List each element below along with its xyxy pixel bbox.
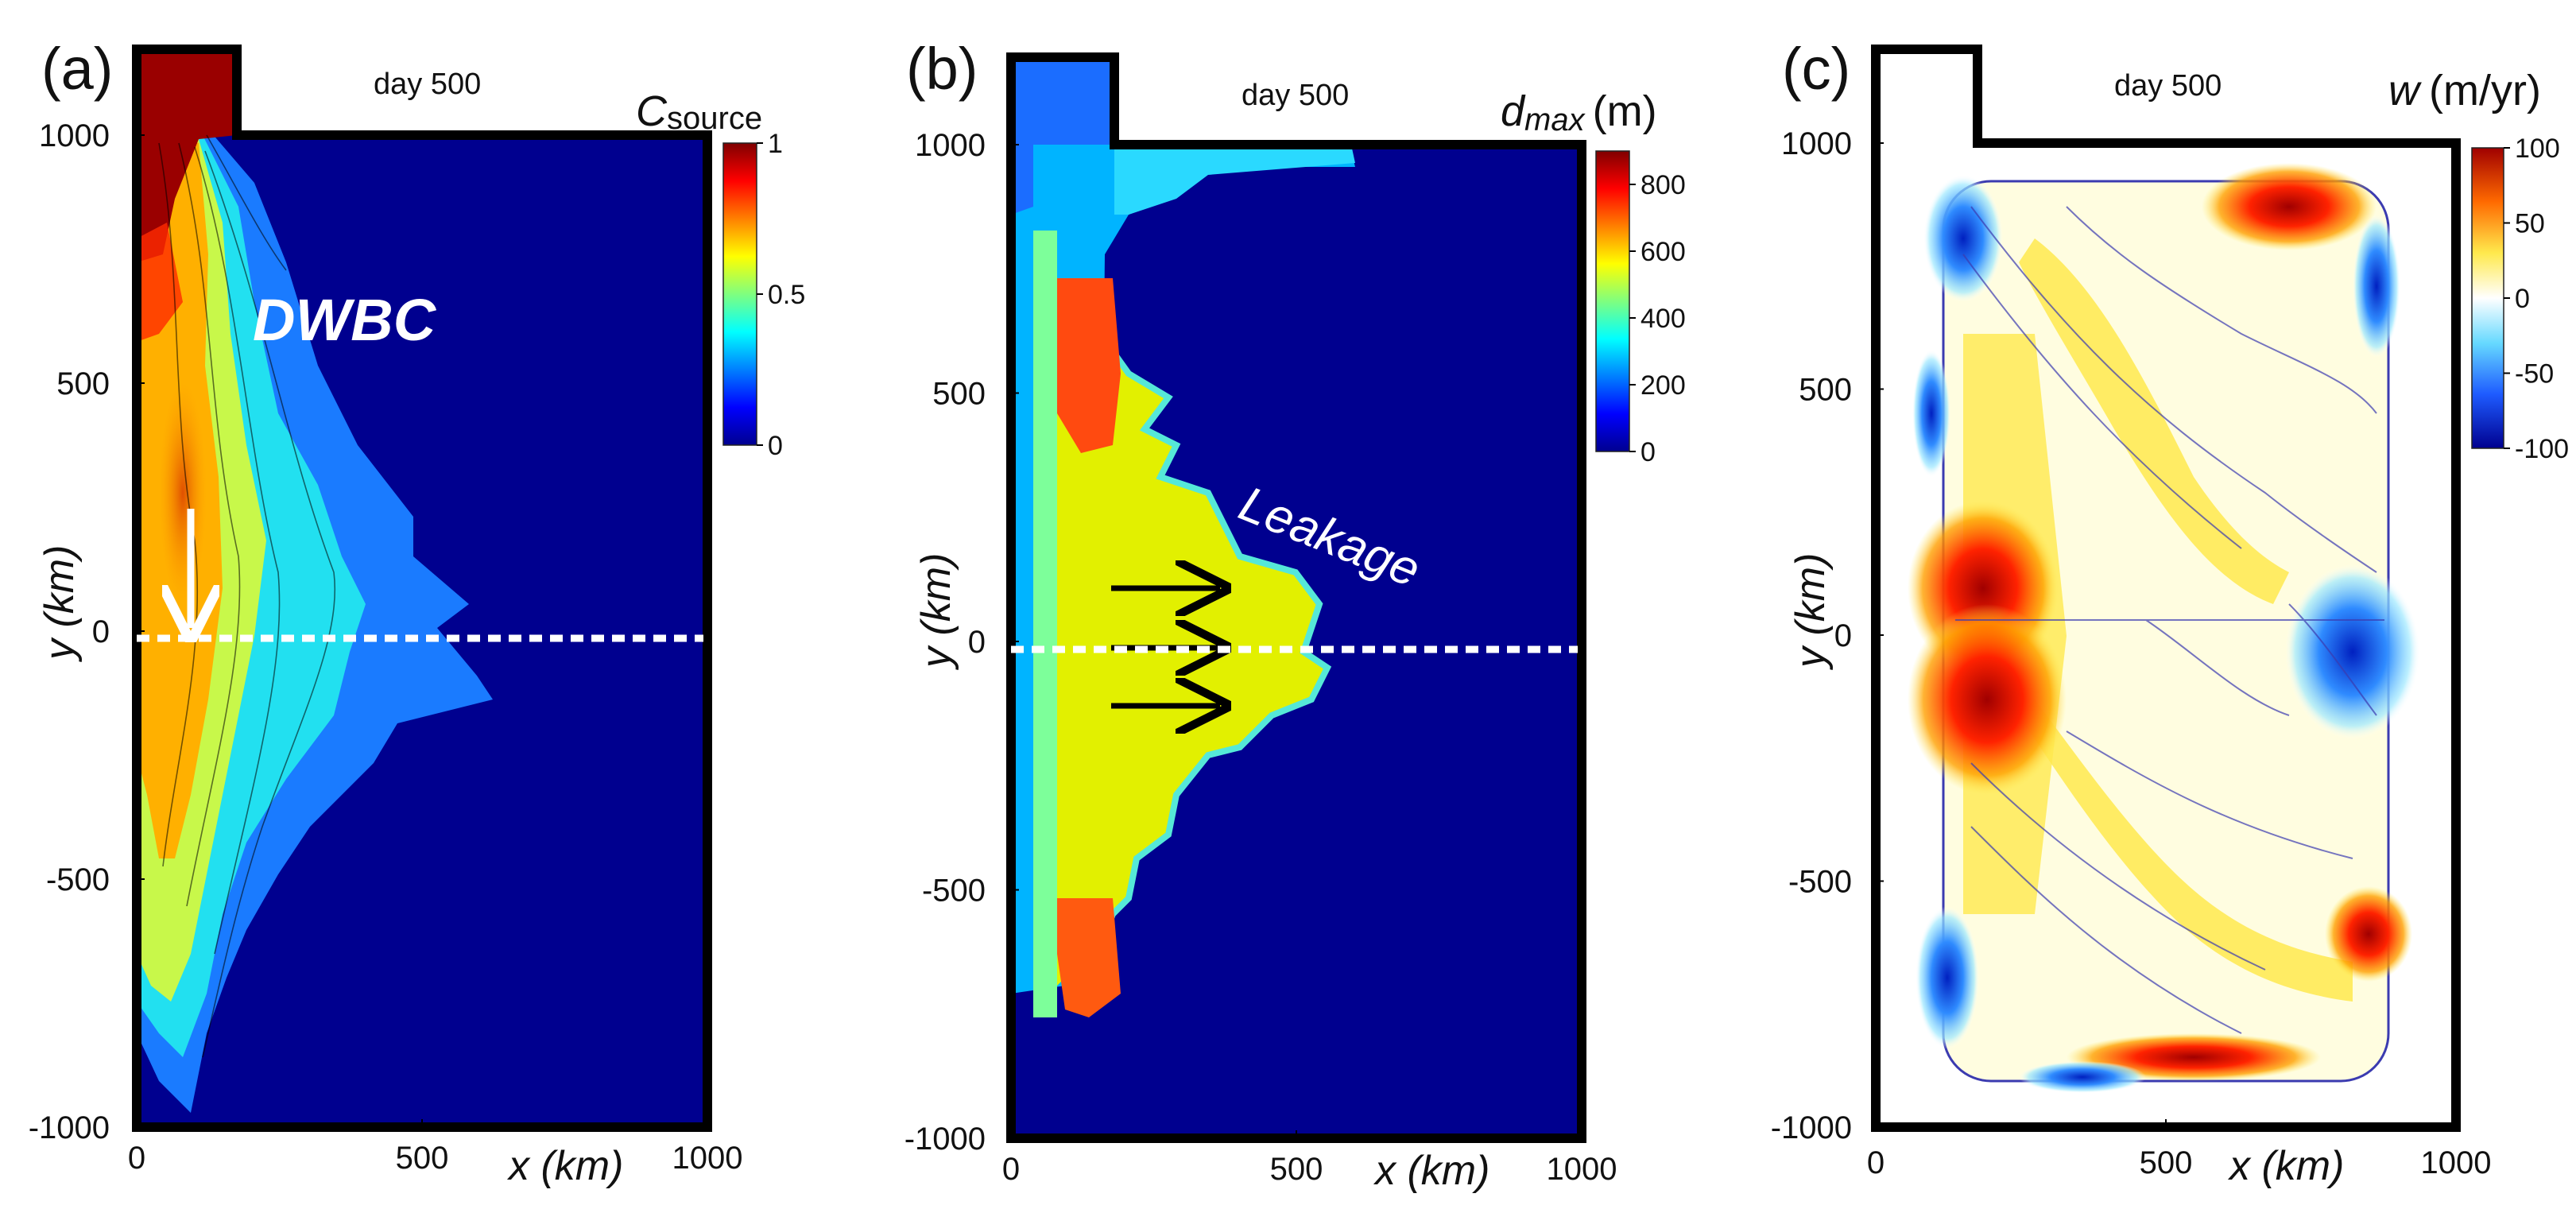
panel-c-colorbar-unit: (m/yr) <box>2429 67 2541 114</box>
panel-b-colorbar-symbol: d <box>1501 87 1526 135</box>
y-tick-label: -500 <box>1788 865 1852 900</box>
panel-a-axes: 0 500 1000 1000 500 0 -500 -1000 <box>29 118 743 1176</box>
y-tick-label: -1000 <box>29 1110 110 1145</box>
x-tick-label: 0 <box>128 1141 145 1176</box>
panel-b-colorbar-title: dmax (m) <box>1501 87 1657 138</box>
colorbar-tick-label: 200 <box>1641 370 1686 401</box>
colorbar-tick-label: 600 <box>1641 237 1686 267</box>
panel-b-red-patch-north <box>1057 278 1121 453</box>
colorbar-tick-label: 50 <box>2515 209 2545 239</box>
panel-c-title: day 500 <box>2114 69 2222 103</box>
panel-a-colorbar-ticks: 10.50 <box>757 129 805 461</box>
y-tick-label: -500 <box>922 874 986 909</box>
panel-c-red-blob-ne <box>2202 163 2377 250</box>
panel-c-blue-patch-east <box>2285 564 2420 739</box>
panel-a-title: day 500 <box>374 68 481 101</box>
y-tick-label: 1000 <box>1781 126 1852 161</box>
panel-c-red-blob-south <box>1908 604 2067 795</box>
panel-c-ylabel: y (km) <box>1788 553 1834 670</box>
colorbar-tick-label: 0 <box>2515 284 2530 314</box>
x-tick-label: 1000 <box>2421 1145 2492 1180</box>
x-tick-label: 500 <box>396 1141 449 1176</box>
y-tick-label: 0 <box>92 614 110 649</box>
panel-a: DWBC (a) day 500 10.50 Csource 0 500 10001… <box>29 36 806 1189</box>
panel-c-blue-patch-bottom <box>2019 1061 2146 1093</box>
panel-c-blue-patch-w <box>1912 350 1950 477</box>
y-tick-label: 0 <box>968 625 986 660</box>
panel-a-colorbar <box>722 142 757 446</box>
y-tick-label: 500 <box>56 366 110 401</box>
panel-b-red-patch-south <box>1057 898 1121 1017</box>
x-tick-label: 500 <box>2140 1145 2193 1180</box>
panel-c-blue-patch-nw <box>1923 175 2003 302</box>
y-tick-label: -1000 <box>1771 1110 1852 1145</box>
panel-b-northern-jet <box>1114 145 1355 215</box>
y-tick-label: 1000 <box>39 118 110 153</box>
panel-a-ylabel: y (km) <box>37 545 83 662</box>
panel-b-source-box <box>1011 57 1114 215</box>
x-tick-label: 0 <box>1002 1152 1020 1187</box>
colorbar-tick-label: -100 <box>2515 434 2569 464</box>
colorbar-tick-label: 100 <box>2515 134 2560 164</box>
panel-a-label: (a) <box>41 36 113 102</box>
panel-c-colorbar-symbol: w <box>2388 67 2422 114</box>
panel-c-xlabel: x (km) <box>2227 1143 2344 1189</box>
panel-c-contours <box>1955 206 2384 1034</box>
panel-b-title: day 500 <box>1242 79 1349 112</box>
colorbar-tick-label: 1 <box>768 129 783 159</box>
panel-a-xlabel: x (km) <box>506 1143 623 1189</box>
panel-b-axes: 0 500 1000 1000 500 0 -500 -1000 <box>905 128 1617 1187</box>
colorbar-tick-label: 800 <box>1641 170 1686 200</box>
y-tick-label: 0 <box>1834 618 1852 653</box>
x-tick-label: 0 <box>1867 1145 1885 1180</box>
panel-b-colorbar <box>1595 150 1630 452</box>
panel-a-colorbar-symbol: C <box>636 87 668 135</box>
panel-b-xlabel: x (km) <box>1373 1148 1489 1194</box>
panel-b-green-band <box>1033 231 1057 1017</box>
y-tick-label: 500 <box>932 377 986 412</box>
panel-c-colorbar-title: w (m/yr) <box>2388 67 2541 114</box>
x-tick-label: 500 <box>1270 1152 1323 1187</box>
panel-a-source-region <box>137 49 237 262</box>
x-tick-label: 1000 <box>672 1141 743 1176</box>
panel-c-colorbar <box>2471 147 2504 449</box>
panel-b-colorbar-ticks: 800 600 400 200 0 <box>1629 170 1686 467</box>
y-tick-label: -500 <box>46 862 110 897</box>
panel-c-blue-patch-sw <box>1916 906 1979 1049</box>
panel-b-colorbar-unit: (m) <box>1593 87 1657 135</box>
panel-a-colorbar-subscript: source <box>667 101 762 136</box>
panel-c-red-blob-se <box>2325 886 2412 982</box>
y-tick-label: 500 <box>1799 373 1852 408</box>
panel-b-ylabel: y (km) <box>913 553 959 670</box>
x-tick-label: 1000 <box>1547 1152 1617 1187</box>
panel-a-colorbar-title: Csource <box>636 87 762 136</box>
y-tick-label: 1000 <box>915 128 986 163</box>
colorbar-tick-label: 0 <box>1641 437 1656 467</box>
panel-b-cyan-edge <box>1070 285 1332 973</box>
panel-a-hotspot <box>159 382 207 604</box>
panel-a-contours <box>158 134 336 1058</box>
panel-b-label: (b) <box>906 36 978 102</box>
panel-c-yellow-band-north <box>2019 238 2289 604</box>
panel-c-colorbar-ticks: 100 50 0 -50 -100 <box>2504 134 2569 464</box>
y-tick-label: -1000 <box>905 1122 986 1157</box>
panel-c-label: (c) <box>1782 36 1850 102</box>
colorbar-tick-label: 0 <box>768 431 783 461</box>
panel-c-axes: 0 500 1000 1000 500 0 -500 -1000 <box>1771 126 2492 1180</box>
colorbar-tick-label: -50 <box>2515 359 2554 389</box>
panel-a-annotation: DWBC <box>253 287 437 353</box>
panel-b-colorbar-subscript: max <box>1524 103 1586 138</box>
colorbar-tick-label: 0.5 <box>768 280 805 310</box>
panel-c-blue-patch-ne <box>2353 215 2400 358</box>
colorbar-tick-label: 400 <box>1641 304 1686 334</box>
